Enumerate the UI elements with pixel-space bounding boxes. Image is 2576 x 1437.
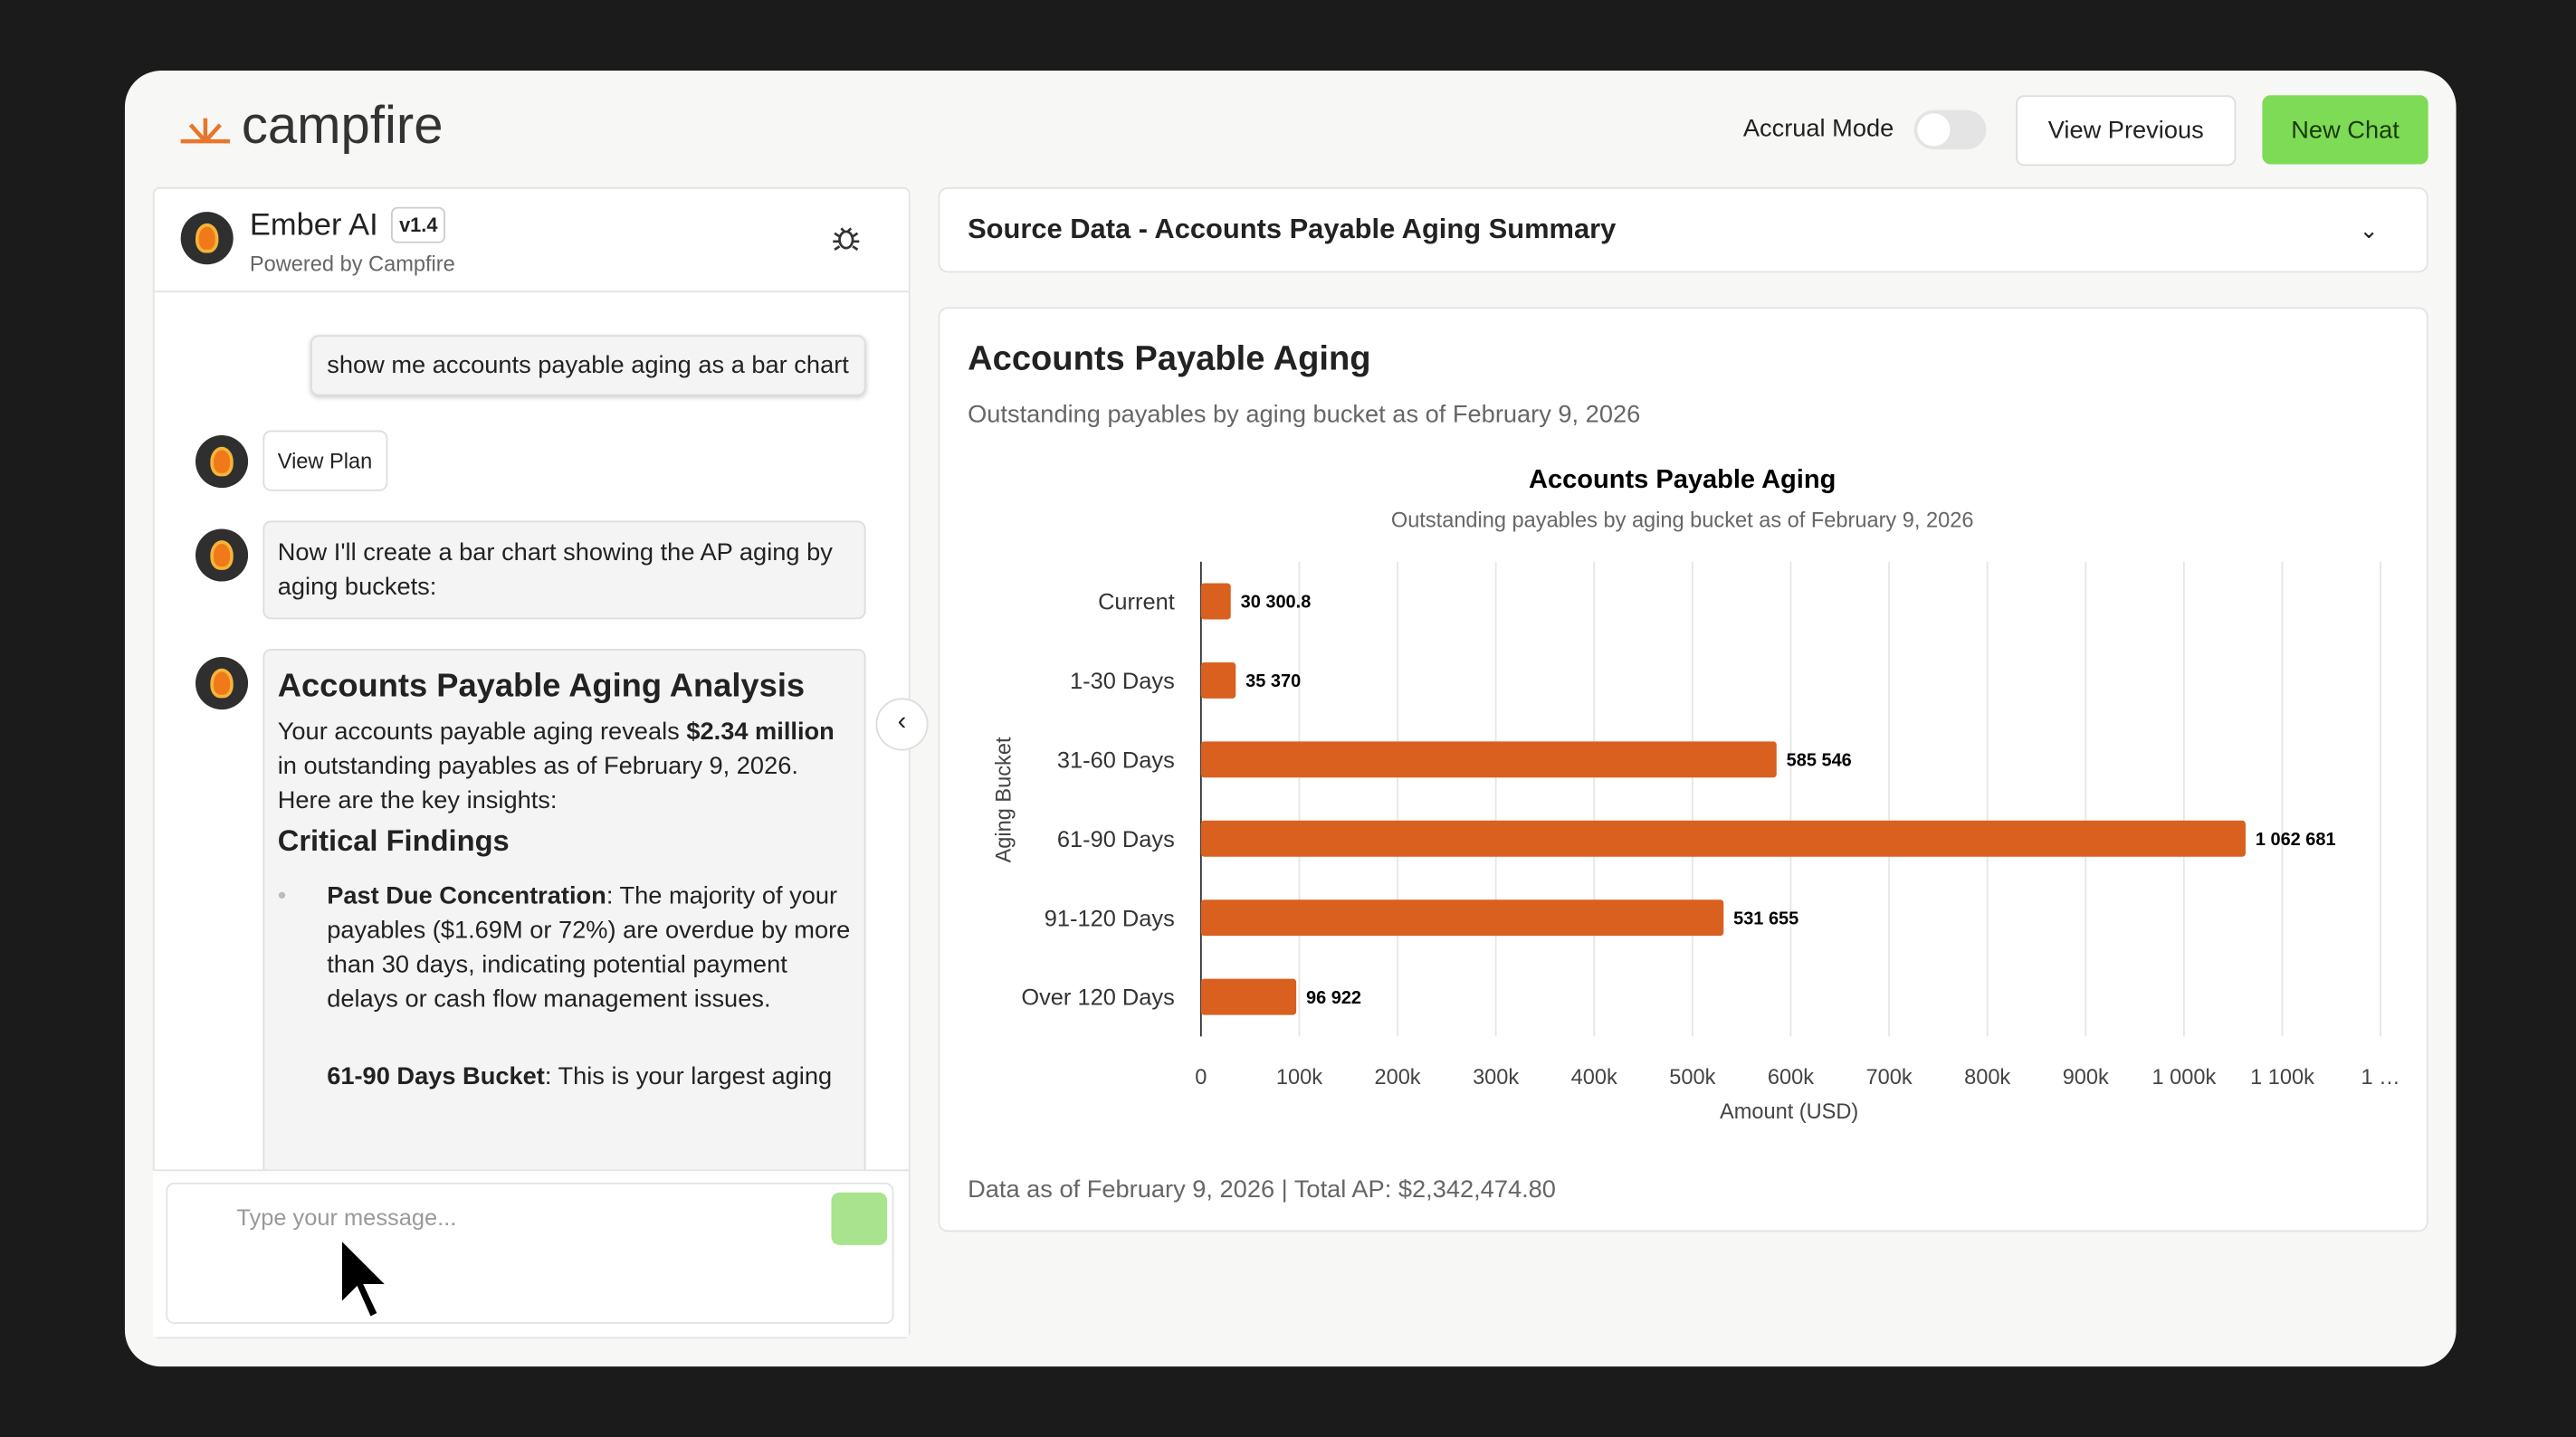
value-label: 96 922 (1306, 988, 1361, 1008)
avatar (195, 657, 249, 710)
accrual-toggle[interactable] (1913, 109, 1987, 150)
send-button[interactable] (831, 1192, 888, 1245)
bar (1200, 741, 1777, 778)
y-tick-label: 91-120 Days (1045, 906, 1175, 931)
x-tick-label: 600k (1768, 1065, 1814, 1089)
divider (152, 290, 909, 293)
view-plan-button[interactable]: View Plan (262, 430, 387, 491)
x-axis-label: Amount (USD) (1720, 1099, 1858, 1123)
text-bold: $2.34 million (686, 718, 835, 747)
x-tick-label: 1 … (2361, 1065, 2399, 1089)
expand-icon[interactable]: ⌄ (2359, 216, 2379, 243)
collapse-button[interactable]: ‹ (875, 698, 929, 751)
y-tick-label: 1-30 Days (1070, 669, 1175, 694)
x-tick-label: 200k (1374, 1065, 1420, 1089)
y-tick-label: 61-90 Days (1057, 827, 1175, 852)
debug-icon[interactable] (831, 224, 861, 253)
y-axis-label: Aging Bucket (991, 737, 1015, 862)
section-title: Critical Findings (277, 824, 510, 858)
bar (1200, 583, 1231, 620)
new-chat-button[interactable]: New Chat (2262, 95, 2428, 165)
bar (1200, 661, 1236, 699)
input-area (152, 1169, 909, 1337)
bullet: 61-90 Days Bucket: This is your largest … (278, 1060, 851, 1094)
text: : The majority of your payables ($1.69M … (327, 881, 851, 1014)
view-previous-button[interactable]: View Previous (2016, 95, 2237, 167)
avatar (195, 435, 249, 489)
value-label: 1 062 681 (2256, 830, 2336, 850)
value-label: 531 655 (1733, 909, 1798, 928)
powered-by: Powered by Campfire (249, 251, 455, 276)
logo-icon (180, 118, 231, 144)
x-tick-label: 500k (1669, 1065, 1715, 1089)
user-message: show me accounts payable aging as a bar … (310, 335, 866, 396)
assistant-name: Ember AI (249, 208, 378, 243)
value-label: 30 300.8 (1241, 593, 1312, 613)
text: : This is your largest aging (544, 1062, 833, 1091)
avatar (195, 528, 249, 582)
message-input[interactable] (166, 1182, 894, 1324)
text: Your accounts payable aging reveals (277, 718, 687, 747)
x-tick-label: 700k (1865, 1065, 1912, 1089)
analysis-message: Accounts Payable Aging Analysis Your acc… (262, 648, 866, 1193)
bar (1200, 978, 1297, 1015)
x-tick-label: 1 100k (2250, 1065, 2314, 1089)
chart-subtitle: Outstanding payables by aging bucket as … (1391, 509, 1974, 532)
logo: campfire (241, 95, 444, 155)
input-placeholder: Type your message... (236, 1204, 457, 1231)
panel-footer: Data as of February 9, 2026 | Total AP: … (968, 1175, 1556, 1204)
y-tick-label: Current (1098, 590, 1175, 615)
chart: Accounts Payable Aging Outstanding payab… (991, 465, 2399, 1123)
value-label: 585 546 (1787, 751, 1852, 771)
bar (1200, 899, 1724, 937)
y-tick-label: Over 120 Days (1021, 985, 1174, 1011)
panel-title: Accounts Payable Aging (968, 339, 1371, 378)
panel-subtitle: Outstanding payables by aging bucket as … (968, 400, 1641, 429)
bullet: • Past Due Concentration: The majority of… (277, 881, 851, 1014)
value-label: 35 370 (1245, 671, 1301, 691)
mouse-cursor (338, 1232, 395, 1322)
x-tick-label: 900k (2063, 1065, 2109, 1089)
x-tick-label: 0 (1195, 1065, 1207, 1089)
toggle-knob (1917, 113, 1951, 147)
bar (1200, 820, 2246, 857)
x-tick-label: 400k (1571, 1065, 1617, 1089)
analysis-title: Accounts Payable Aging Analysis (277, 668, 806, 705)
text-bold: 61-90 Days Bucket (327, 1062, 545, 1091)
source-data-card[interactable] (938, 186, 2428, 273)
x-tick-label: 800k (1964, 1065, 2010, 1089)
analysis-intro: Your accounts payable aging reveals $2.3… (278, 715, 851, 818)
avatar (180, 212, 234, 265)
accrual-label: Accrual Mode (1742, 115, 1894, 143)
x-tick-label: 300k (1473, 1065, 1519, 1089)
y-tick-label: 31-60 Days (1057, 747, 1175, 773)
x-tick-label: 1 000k (2151, 1065, 2216, 1089)
chart-title: Accounts Payable Aging (1529, 465, 1836, 494)
x-tick-label: 100k (1276, 1065, 1322, 1089)
version-badge: v1.4 (390, 206, 446, 243)
text: in outstanding payables as of February 9… (277, 752, 798, 815)
source-data-title: Source Data - Accounts Payable Aging Sum… (968, 213, 1617, 245)
assistant-message: Now I'll create a bar chart showing the … (262, 520, 866, 620)
text-bold: Past Due Concentration (327, 881, 606, 910)
